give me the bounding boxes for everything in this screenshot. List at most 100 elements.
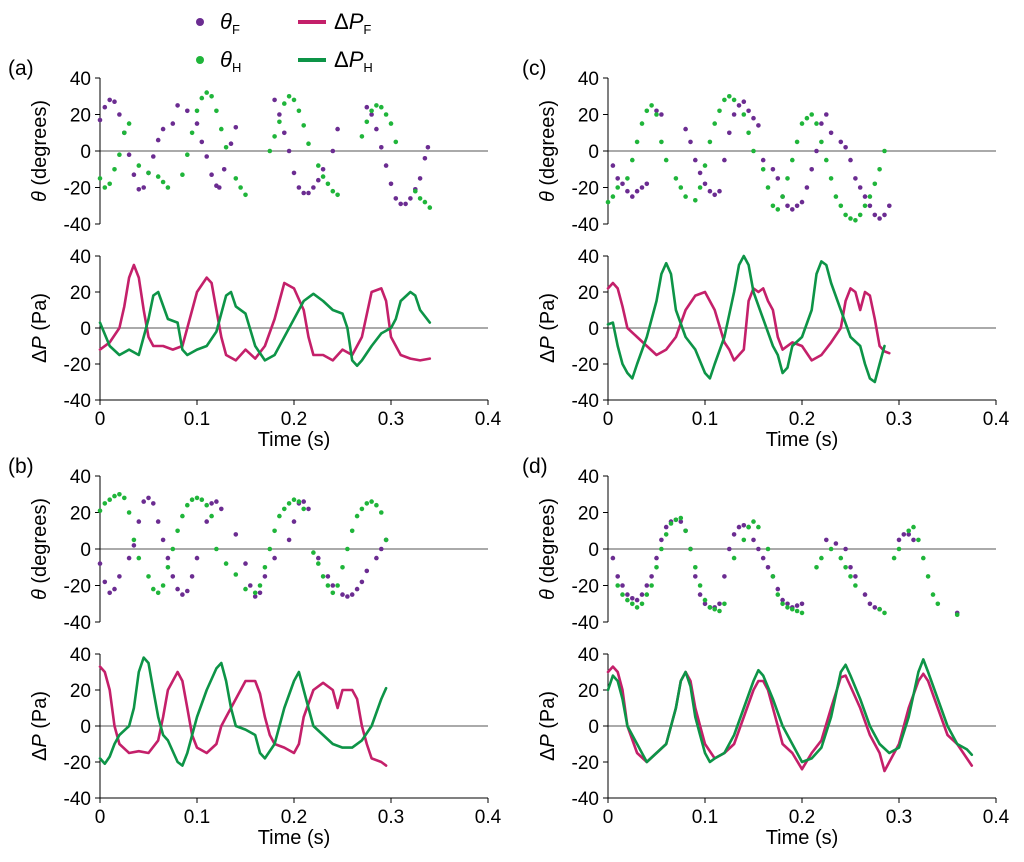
data-point (398, 201, 404, 207)
data-point (403, 201, 408, 207)
data-point (282, 506, 287, 512)
data-point (659, 139, 664, 145)
data-point (112, 99, 117, 104)
data-point (136, 555, 142, 561)
data-point (828, 130, 834, 136)
series-line-dp-f (606, 281, 891, 362)
data-point (775, 176, 781, 181)
series-theta-f (97, 495, 389, 599)
data-point (654, 112, 659, 117)
data-point (697, 170, 703, 176)
data-point (659, 546, 664, 552)
data-point (857, 185, 863, 190)
data-point (702, 181, 708, 187)
data-point (282, 130, 287, 136)
data-point (625, 176, 630, 181)
data-point (374, 103, 379, 108)
data-point (756, 546, 761, 552)
y-tick-label: 40 (578, 467, 599, 488)
data-point (785, 203, 790, 209)
data-point (688, 139, 693, 145)
panels: (a) 40 20 0 -20 -40 θ (degrees) 40 20 0 -20 -40 ΔP (… (8, 57, 1010, 849)
data-point (185, 588, 190, 594)
data-point (301, 123, 307, 128)
data-point (233, 176, 239, 181)
data-point (301, 506, 307, 512)
data-point (770, 167, 776, 172)
data-point (630, 601, 635, 607)
data-point (131, 537, 137, 543)
data-point (417, 196, 423, 201)
data-point (649, 583, 654, 588)
data-point (780, 601, 785, 607)
legend-label: θH (220, 47, 241, 75)
data-point (751, 115, 756, 121)
data-point (146, 574, 151, 579)
data-point (794, 139, 800, 145)
data-point (756, 524, 761, 530)
series-line-dp-h (606, 254, 886, 384)
data-point (311, 550, 316, 555)
data-point (194, 121, 200, 126)
data-point (722, 97, 727, 103)
data-point (257, 583, 263, 588)
data-point (712, 121, 717, 126)
data-point (731, 97, 737, 103)
data-point (189, 574, 195, 579)
data-point (683, 126, 688, 132)
y-tick-label: -40 (572, 789, 599, 810)
data-point (340, 592, 345, 597)
data-point (702, 597, 708, 603)
data-point (316, 177, 321, 183)
panel-label: (b) (8, 455, 34, 478)
x-tick-label: 0.4 (983, 807, 1010, 828)
legend-item-dp-h: ΔPH (298, 47, 373, 75)
data-point (359, 506, 365, 512)
series-line-dp-h (98, 290, 432, 368)
series-line-dp-f (98, 263, 432, 362)
data-point (731, 112, 737, 117)
data-point (422, 199, 428, 205)
data-point (790, 606, 795, 612)
data-point (785, 601, 790, 607)
data-point (112, 586, 117, 592)
data-point (151, 501, 156, 506)
data-point (209, 501, 214, 506)
data-point (867, 601, 873, 607)
data-point (160, 179, 166, 185)
data-point (170, 121, 176, 126)
data-point (155, 590, 161, 596)
data-point (615, 583, 620, 588)
data-point (843, 212, 848, 218)
y-tick-label: -20 (64, 179, 91, 200)
panel-b: (b) 40 20 0 -20 -40 θ (degrees) 40 20 0 -20 -40 ΔP (… (8, 455, 502, 849)
data-point (122, 130, 127, 136)
y-tick-label: -40 (64, 789, 91, 810)
series-line-dp-h (606, 658, 974, 764)
data-point (843, 145, 848, 150)
data-point (330, 590, 336, 596)
data-point (374, 555, 379, 561)
y-tick-label: -20 (572, 753, 599, 774)
data-point (379, 145, 384, 150)
data-point (639, 592, 645, 597)
y-tick-label: 0 (588, 540, 599, 561)
data-point (393, 196, 399, 201)
data-point (741, 523, 747, 528)
y-tick-label: -20 (572, 179, 599, 200)
data-point (630, 596, 635, 601)
x-tick-label: 0 (603, 807, 614, 828)
y-tick-label: -40 (572, 613, 599, 634)
data-point (165, 555, 171, 561)
data-point (126, 510, 132, 515)
data-point (799, 199, 805, 205)
data-point (848, 574, 853, 579)
data-point (799, 121, 805, 126)
data-point (126, 121, 132, 126)
theta-axis-label: θ (degrees) (537, 498, 559, 600)
data-point (717, 601, 722, 607)
data-point (610, 163, 616, 168)
data-point (311, 185, 316, 190)
data-point (630, 194, 635, 199)
data-point (233, 532, 239, 537)
